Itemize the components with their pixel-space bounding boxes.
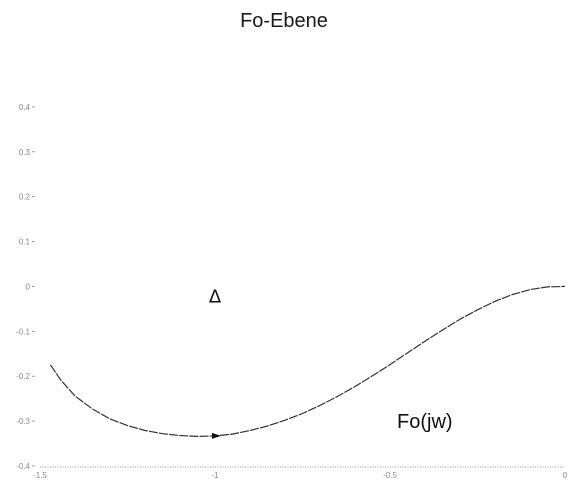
series-layer [50, 285, 566, 437]
y-tick-label: -0.4 [16, 462, 30, 471]
x-tick-label: -1.5 [33, 471, 47, 480]
y-tick-label: -0.3 [16, 417, 30, 426]
direction-arrow-marker [212, 432, 221, 439]
x-tick-label: -1 [211, 471, 219, 480]
marker-layer [212, 432, 221, 439]
y-tick-label: 0 [26, 282, 31, 291]
y-tick-label: -0.1 [16, 327, 30, 336]
chart-title: Fo-Ebene [240, 10, 328, 32]
series-line [50, 285, 566, 437]
y-tick-label: 0.3 [19, 148, 31, 157]
x-tick-label: 0 [563, 471, 568, 480]
y-tick-label: 0.4 [19, 103, 31, 112]
delta-annotation: Δ [209, 286, 222, 307]
annotation-layer: Δ Fo(jw) [209, 286, 453, 433]
y-tick-label: -0.2 [16, 372, 30, 381]
curve-label-annotation: Fo(jw) [397, 411, 453, 433]
y-tick-label: 0.1 [19, 238, 31, 247]
y-tick-label: 0.2 [19, 193, 31, 202]
tick-labels: -1.5 -1 -0.5 0 0.4 0.3 0.2 0.1 0 -0.1 -0.2 -0.3 -0.4 [16, 103, 568, 480]
x-tick-label: -0.5 [383, 471, 397, 480]
